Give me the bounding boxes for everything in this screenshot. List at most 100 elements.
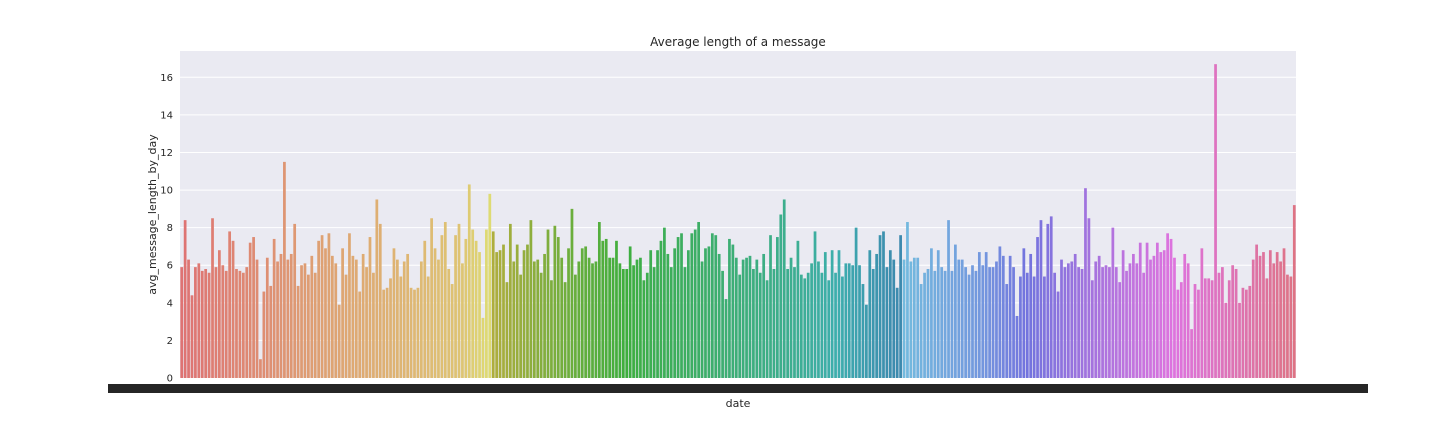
y-tick-labels: 0 2 4 6 8 10 12 14 16 <box>160 73 173 385</box>
x-tick-labels <box>108 384 1368 393</box>
bar <box>574 274 577 378</box>
bar <box>344 274 348 378</box>
bar <box>194 267 197 378</box>
bar <box>430 218 433 378</box>
bar <box>762 253 766 378</box>
bar <box>1132 253 1135 378</box>
bar <box>382 289 386 378</box>
bar <box>745 257 748 378</box>
bar <box>1217 272 1221 378</box>
bar <box>988 267 991 378</box>
bar <box>1104 265 1108 378</box>
bar <box>1077 267 1080 378</box>
bar <box>601 240 605 378</box>
bar <box>437 259 440 378</box>
bar <box>1145 242 1149 378</box>
bar <box>796 240 800 378</box>
bar <box>1169 238 1173 378</box>
bar <box>1073 253 1077 378</box>
bar <box>310 255 314 378</box>
bar <box>786 269 790 378</box>
bar <box>580 248 584 378</box>
y-tick-label: 12 <box>160 148 173 159</box>
bar <box>1197 289 1200 378</box>
bar <box>211 218 214 378</box>
bar <box>1029 253 1033 378</box>
bar <box>806 272 810 378</box>
bar <box>673 248 677 378</box>
bar <box>1238 302 1241 378</box>
bar <box>1244 289 1248 378</box>
bar <box>358 291 362 378</box>
bar <box>245 267 249 378</box>
bar <box>1200 248 1204 378</box>
bar <box>810 263 813 378</box>
bar <box>522 250 526 378</box>
bar <box>1173 257 1176 378</box>
bar <box>865 304 868 378</box>
y-tick-label: 4 <box>167 298 173 309</box>
bar <box>354 259 358 378</box>
bar <box>1084 188 1087 378</box>
bar <box>536 259 540 378</box>
bar <box>789 257 793 378</box>
bar <box>457 223 461 378</box>
bar <box>461 263 464 378</box>
bar <box>543 253 546 378</box>
bar <box>611 257 615 378</box>
bar <box>1179 282 1183 378</box>
bar <box>977 252 981 378</box>
bar <box>1286 274 1289 378</box>
bar <box>748 255 752 378</box>
bar <box>423 240 427 378</box>
bar <box>1224 302 1228 378</box>
bar <box>1166 233 1169 378</box>
bar <box>683 267 687 378</box>
bar <box>272 238 276 378</box>
bar <box>793 267 796 378</box>
bar <box>1214 64 1217 378</box>
bar <box>659 240 663 378</box>
bar <box>265 257 269 378</box>
y-tick-label: 8 <box>167 223 173 234</box>
bar <box>680 233 683 378</box>
bar <box>632 265 635 378</box>
bar <box>1190 329 1193 378</box>
bar <box>916 257 920 378</box>
bar <box>769 235 772 378</box>
bar <box>954 244 957 378</box>
bar <box>851 265 855 378</box>
bar <box>967 274 971 378</box>
bar <box>1279 261 1282 378</box>
bar <box>252 237 255 378</box>
bar <box>902 259 906 378</box>
bar <box>505 282 509 378</box>
bar <box>1012 267 1015 378</box>
bar <box>553 225 557 378</box>
bar <box>895 287 899 378</box>
bar <box>416 287 420 378</box>
bar <box>1008 255 1012 378</box>
bar <box>539 272 543 378</box>
bar <box>618 263 622 378</box>
bar <box>402 261 406 378</box>
bar <box>1289 276 1293 378</box>
bar <box>368 237 372 378</box>
bar <box>995 261 998 378</box>
bar <box>597 222 601 378</box>
bar <box>1036 237 1039 378</box>
bar <box>1152 255 1156 378</box>
bar <box>871 269 875 378</box>
bar-series <box>180 64 1296 378</box>
bar <box>570 208 574 378</box>
bar <box>820 272 824 378</box>
bar <box>803 278 807 378</box>
x-tick-labels-overlapping <box>108 384 1368 393</box>
bar <box>676 237 680 378</box>
bar <box>1176 289 1180 378</box>
bar <box>550 280 553 378</box>
bar <box>378 223 382 378</box>
y-tick-label: 6 <box>167 261 173 272</box>
bar <box>214 267 218 378</box>
bar <box>1135 263 1139 378</box>
